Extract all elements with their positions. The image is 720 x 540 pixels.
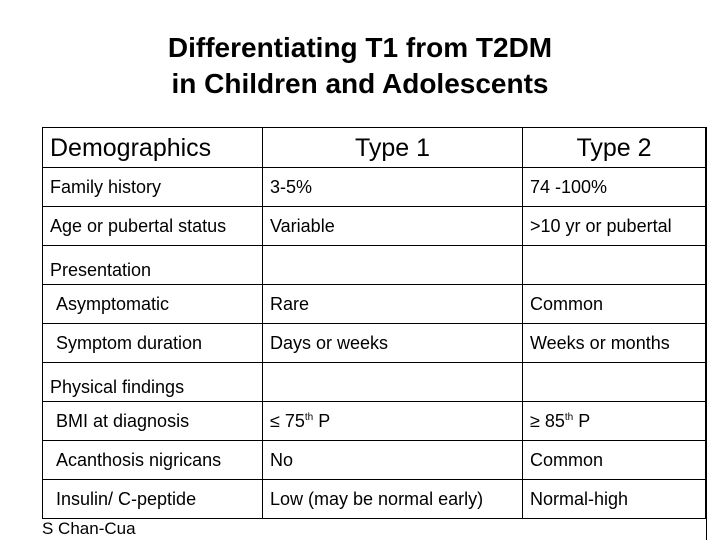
title-line-2: in Children and Adolescents — [171, 68, 549, 99]
comparison-table: Demographics Type 1 Type 2 Family histor… — [42, 127, 706, 519]
row-label: Acanthosis nigricans — [42, 440, 263, 480]
header-demographics: Demographics — [42, 127, 263, 168]
table-row: Age or pubertal status Variable >10 yr o… — [42, 206, 706, 246]
row-type2-value: 74 -100% — [522, 167, 706, 207]
row-type2-value: >10 yr or pubertal — [522, 206, 706, 246]
row-type2-value: ≥ 85th P — [522, 401, 706, 441]
table-header-row: Demographics Type 1 Type 2 — [42, 127, 706, 168]
table-row: Family history 3-5% 74 -100% — [42, 167, 706, 207]
table-row: Acanthosis nigricans No Common — [42, 440, 706, 480]
row-type2-value: Common — [522, 284, 706, 324]
row-label: Age or pubertal status — [42, 206, 263, 246]
row-type2-value: Common — [522, 440, 706, 480]
row-type2-value: Weeks or months — [522, 323, 706, 363]
bmi-type2-suffix: th — [564, 412, 574, 423]
row-type1-value: Low (may be normal early) — [262, 479, 523, 519]
bmi-type2-unit: P — [573, 411, 591, 431]
table-row: Symptom duration Days or weeks Weeks or … — [42, 323, 706, 363]
row-label: Symptom duration — [42, 323, 263, 363]
header-type2: Type 2 — [522, 127, 706, 168]
bmi-type1-value: ≤ 75 — [270, 411, 305, 431]
header-type1: Type 1 — [262, 127, 523, 168]
row-type1-value: Days or weeks — [262, 323, 523, 363]
row-type2-value — [522, 245, 706, 285]
title-line-1: Differentiating T1 from T2DM — [167, 32, 553, 63]
section-label: Physical findings — [42, 362, 263, 402]
bmi-type1-suffix: th — [304, 412, 314, 423]
section-row: Physical findings — [42, 362, 706, 402]
row-type1-value: 3-5% — [262, 167, 523, 207]
row-type1-value: Variable — [262, 206, 523, 246]
row-type1-value: No — [262, 440, 523, 480]
row-type1-value: ≤ 75th P — [262, 401, 523, 441]
row-label: Asymptomatic — [42, 284, 263, 324]
row-label: Insulin/ C-peptide — [42, 479, 263, 519]
row-type1-value: Rare — [262, 284, 523, 324]
row-type1-value — [262, 362, 523, 402]
row-type1-value — [262, 245, 523, 285]
bmi-type2-value: ≥ 85 — [530, 411, 565, 431]
row-type2-value: Normal-high — [522, 479, 706, 519]
table-row: Insulin/ C-peptide Low (may be normal ea… — [42, 479, 706, 519]
table-row: Asymptomatic Rare Common — [42, 284, 706, 324]
section-label: Presentation — [42, 245, 263, 285]
bmi-type1-unit: P — [313, 411, 331, 431]
row-type2-value — [522, 362, 706, 402]
section-row: Presentation — [42, 245, 706, 285]
row-label: BMI at diagnosis — [42, 401, 263, 441]
row-label: Family history — [42, 167, 263, 207]
table-right-edge-line — [706, 127, 707, 540]
slide-title: Differentiating T1 from T2DM in Children… — [0, 30, 720, 102]
table-row: BMI at diagnosis ≤ 75th P ≥ 85th P — [42, 401, 706, 441]
author-credit: S Chan-Cua — [42, 519, 136, 538]
